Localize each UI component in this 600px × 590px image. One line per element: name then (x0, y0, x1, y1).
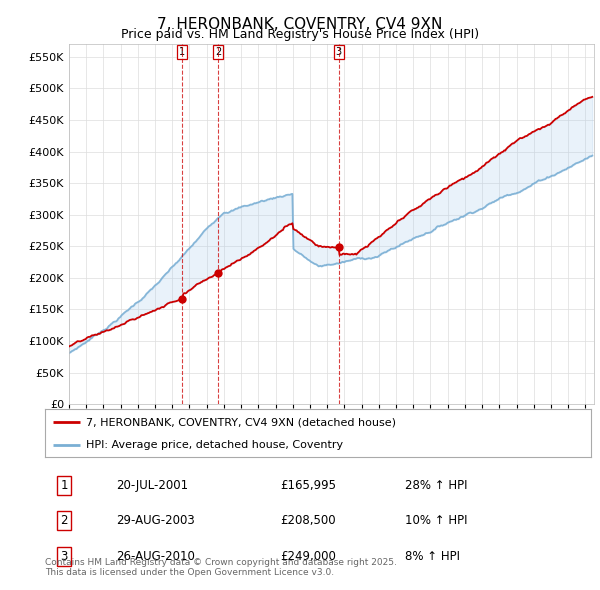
Text: 26-AUG-2010: 26-AUG-2010 (116, 549, 195, 563)
Text: 1: 1 (179, 47, 185, 57)
Text: 20-JUL-2001: 20-JUL-2001 (116, 478, 188, 492)
Text: 2: 2 (215, 47, 221, 57)
Text: 7, HERONBANK, COVENTRY, CV4 9XN (detached house): 7, HERONBANK, COVENTRY, CV4 9XN (detache… (86, 417, 396, 427)
Text: HPI: Average price, detached house, Coventry: HPI: Average price, detached house, Cove… (86, 440, 343, 450)
Text: 29-AUG-2003: 29-AUG-2003 (116, 514, 195, 527)
Text: 8% ↑ HPI: 8% ↑ HPI (406, 549, 460, 563)
Text: 2: 2 (61, 514, 68, 527)
Text: £208,500: £208,500 (280, 514, 335, 527)
Text: £249,000: £249,000 (280, 549, 335, 563)
Text: 3: 3 (335, 47, 342, 57)
Text: Contains HM Land Registry data © Crown copyright and database right 2025.
This d: Contains HM Land Registry data © Crown c… (45, 558, 397, 577)
Text: £165,995: £165,995 (280, 478, 336, 492)
Text: 10% ↑ HPI: 10% ↑ HPI (406, 514, 468, 527)
Text: 3: 3 (61, 549, 68, 563)
Text: 1: 1 (61, 478, 68, 492)
Text: Price paid vs. HM Land Registry's House Price Index (HPI): Price paid vs. HM Land Registry's House … (121, 28, 479, 41)
Text: 7, HERONBANK, COVENTRY, CV4 9XN: 7, HERONBANK, COVENTRY, CV4 9XN (157, 17, 443, 31)
Text: 28% ↑ HPI: 28% ↑ HPI (406, 478, 468, 492)
